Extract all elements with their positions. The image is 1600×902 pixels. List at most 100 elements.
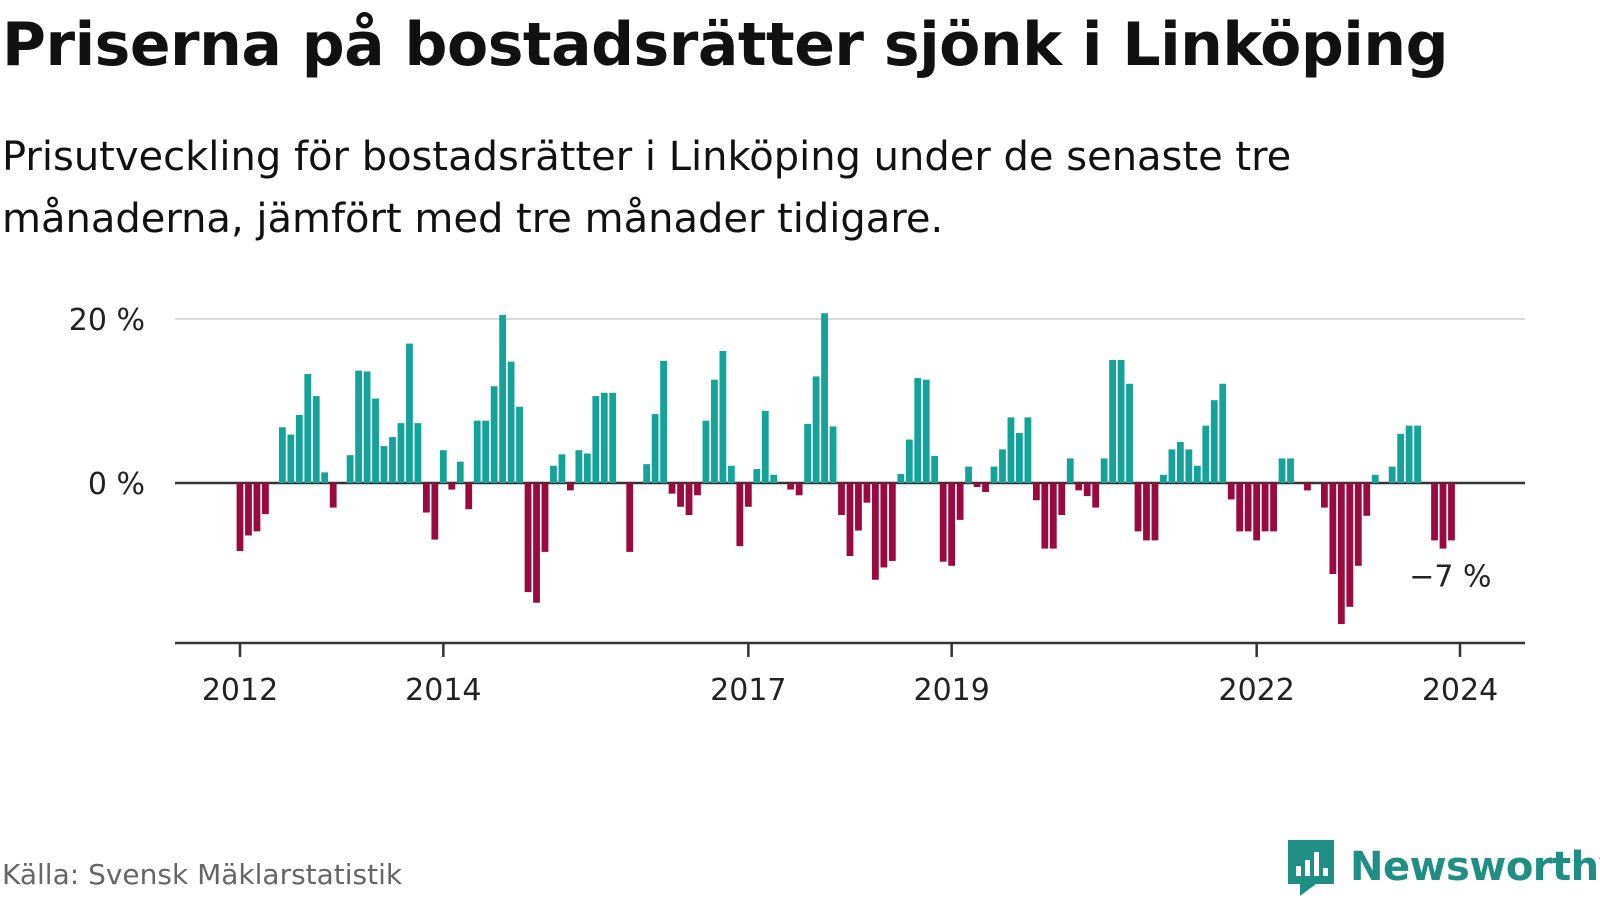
- bar: [888, 483, 896, 561]
- bar: [1007, 417, 1015, 483]
- bar: [524, 483, 532, 593]
- bar: [1397, 433, 1405, 483]
- bar: [1083, 483, 1091, 497]
- bar: [939, 483, 947, 562]
- bar: [583, 453, 591, 483]
- bar: [1066, 458, 1074, 483]
- bar: [677, 483, 684, 507]
- bar: [567, 483, 574, 491]
- bar: [253, 483, 261, 532]
- bar: [1439, 483, 1447, 549]
- bar: [1321, 483, 1328, 508]
- bar: [727, 465, 735, 483]
- bar: [795, 483, 803, 496]
- bar: [1041, 483, 1049, 549]
- bar: [456, 461, 464, 483]
- bar: [1210, 400, 1218, 483]
- bar: [702, 420, 710, 483]
- bar: [685, 483, 693, 515]
- bar: [897, 473, 905, 483]
- bar: [1193, 465, 1201, 483]
- bar: [744, 483, 752, 507]
- bar: [600, 392, 608, 483]
- bar: [346, 455, 354, 483]
- bar: [1337, 483, 1345, 625]
- bar: [1388, 466, 1396, 483]
- bar: [982, 483, 989, 493]
- bar: [651, 414, 659, 483]
- bar: [287, 434, 295, 483]
- bar: [1117, 360, 1125, 483]
- bar: [465, 483, 473, 510]
- bar: [812, 376, 820, 483]
- bar: [770, 474, 778, 483]
- bar: [1261, 483, 1269, 532]
- bar: [372, 398, 379, 483]
- bar: [1075, 483, 1083, 491]
- bar: [1143, 483, 1150, 541]
- bar: [1431, 483, 1438, 541]
- bar: [490, 386, 498, 483]
- bar: [380, 446, 388, 483]
- bar: [922, 379, 930, 483]
- bar: [1151, 483, 1159, 541]
- bar: [694, 483, 701, 496]
- bar: [1126, 383, 1133, 483]
- bar: [389, 437, 396, 483]
- bar: [558, 454, 566, 483]
- page-title: Priserna på bostadsrätter sjönk i Linköp…: [2, 10, 1449, 80]
- bar: [787, 483, 795, 490]
- bar: [609, 392, 617, 483]
- x-tick-label: 2024: [1422, 673, 1498, 708]
- bar: [262, 483, 269, 515]
- bar: [1346, 483, 1354, 607]
- bar: [592, 396, 600, 483]
- bar: [1185, 449, 1193, 483]
- bar: [507, 361, 515, 483]
- bar-chart: 20 % 0 % 2012 2014 2017 2019 2022 2024 −7 %: [69, 303, 1525, 708]
- bar: [1219, 383, 1227, 483]
- bar: [406, 343, 413, 483]
- bar: [736, 483, 744, 547]
- bar: [1092, 483, 1100, 508]
- bar: [1354, 483, 1362, 566]
- bar: [550, 465, 557, 483]
- source-note: Källa: Svensk Mäklarstatistik: [2, 858, 403, 891]
- bar: [711, 379, 718, 483]
- bar: [329, 483, 337, 508]
- page-subtitle: Prisutveckling för bostadsrätter i Linkö…: [2, 134, 1292, 242]
- bar: [914, 378, 922, 483]
- bar: [1236, 483, 1244, 532]
- bar: [1227, 483, 1235, 500]
- bar: [431, 483, 439, 540]
- bar: [965, 466, 972, 483]
- bar: [973, 483, 981, 488]
- bar: [355, 370, 363, 483]
- bar: [499, 314, 507, 483]
- last-value-annotation: −7 %: [1409, 559, 1491, 594]
- bar: [397, 423, 405, 483]
- bar: [855, 483, 862, 531]
- bar: [312, 396, 320, 483]
- bar: [668, 483, 676, 494]
- bar: [1176, 442, 1184, 483]
- bar: [905, 439, 913, 483]
- x-tick-label: 2012: [202, 673, 278, 708]
- bar: [1032, 483, 1040, 501]
- bar: [295, 414, 303, 483]
- bar: [575, 450, 583, 483]
- bar: [439, 450, 447, 483]
- bar: [1304, 483, 1311, 491]
- bar: [1058, 483, 1066, 515]
- bar: [414, 423, 422, 483]
- bar: [1414, 425, 1421, 483]
- y-tick-label: 20 %: [69, 303, 145, 338]
- bar: [660, 360, 667, 483]
- bar: [1278, 458, 1286, 483]
- bar: [1168, 449, 1176, 483]
- bar: [880, 483, 888, 568]
- bar: [1202, 425, 1210, 483]
- bar: [821, 313, 828, 483]
- newsworthy-logo-icon: [1288, 840, 1334, 896]
- bar: [931, 455, 939, 483]
